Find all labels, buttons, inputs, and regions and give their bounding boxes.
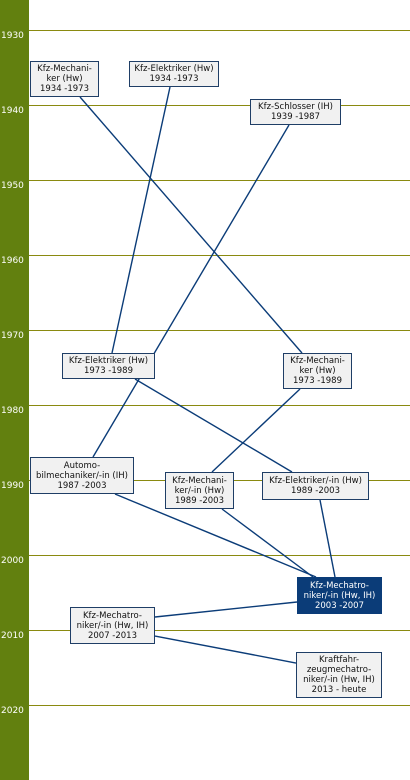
year-gridline-1970 [29, 330, 410, 331]
occupation-box-mech1973[interactable]: Kfz-Mechani- ker (Hw) 1973 -1989 [283, 353, 352, 389]
link-elek1934-to-elek1973 [111, 86, 171, 354]
year-gridline-2000 [29, 555, 410, 556]
occupation-box-kraft2013[interactable]: Kraftfahr- zeugmechatro- niker/-in (Hw, … [296, 652, 382, 698]
link-auto1987-to-mtr2003 [114, 493, 317, 578]
year-label-2020: 2020 [1, 706, 24, 716]
occupation-box-mech1934[interactable]: Kfz-Mechani- ker (Hw) 1934 -1973 [30, 61, 99, 97]
year-gridline-2020 [29, 705, 410, 706]
occupation-box-elek1934[interactable]: Kfz-Elektriker (Hw) 1934 -1973 [129, 61, 219, 87]
year-gridline-1960 [29, 255, 410, 256]
year-label-1990: 1990 [1, 481, 24, 491]
year-gridline-1930 [29, 30, 410, 31]
year-gridline-1940 [29, 105, 410, 106]
link-elek1989-to-mtr2003 [319, 499, 336, 578]
year-label-1970: 1970 [1, 331, 24, 341]
year-label-1980: 1980 [1, 406, 24, 416]
year-label-2010: 2010 [1, 631, 24, 641]
year-label-1960: 1960 [1, 256, 24, 266]
link-mech1973-to-mech1989 [211, 388, 301, 473]
year-gridline-1980 [29, 405, 410, 406]
link-schl1939-to-auto1987 [92, 124, 290, 458]
year-label-1950: 1950 [1, 181, 24, 191]
link-mtr2003-to-mtr2007 [154, 601, 298, 618]
link-mech1989-to-mtr2003 [221, 508, 314, 578]
year-gridline-2010 [29, 630, 410, 631]
link-elek1973-to-elek1989 [134, 378, 293, 473]
link-mtr2007-to-kraft2013 [154, 635, 297, 664]
occupation-box-schl1939[interactable]: Kfz-Schlosser (IH) 1939 -1987 [250, 99, 341, 125]
occupation-box-mech1989[interactable]: Kfz-Mechani- ker/-in (Hw) 1989 -2003 [165, 472, 234, 509]
year-label-1940: 1940 [1, 106, 24, 116]
year-axis [0, 0, 29, 780]
occupation-box-elek1989[interactable]: Kfz-Elektriker/-in (Hw) 1989 -2003 [262, 472, 369, 500]
occupation-box-elek1973[interactable]: Kfz-Elektriker (Hw) 1973 -1989 [62, 353, 155, 379]
year-label-1930: 1930 [1, 31, 24, 41]
year-label-2000: 2000 [1, 556, 24, 566]
link-mech1934-to-mech1973 [79, 96, 303, 354]
occupation-box-mtr2003[interactable]: Kfz-Mechatro- niker/-in (Hw, IH) 2003 -2… [297, 577, 382, 614]
year-gridline-1950 [29, 180, 410, 181]
occupation-box-mtr2007[interactable]: Kfz-Mechatro- niker/-in (Hw, IH) 2007 -2… [70, 607, 155, 644]
occupation-box-auto1987[interactable]: Automo- bilmechaniker/-in (IH) 1987 -200… [30, 457, 134, 494]
